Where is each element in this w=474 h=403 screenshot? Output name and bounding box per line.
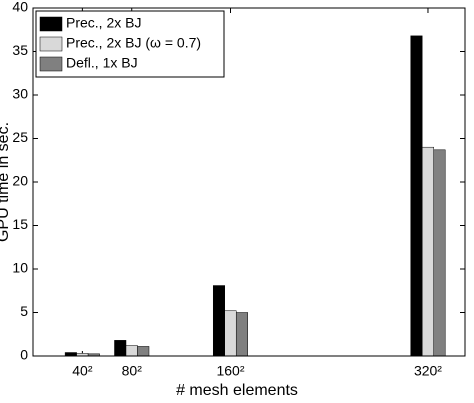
- bar: [224, 310, 237, 357]
- bar: [235, 312, 248, 357]
- y-tick-label: 25: [12, 129, 28, 145]
- y-tick-label: 20: [12, 173, 28, 189]
- bar: [212, 285, 225, 357]
- bar: [137, 346, 150, 357]
- x-tick-label: 160²: [216, 363, 244, 379]
- y-tick-label: 0: [20, 347, 28, 363]
- legend-label: Defl., 1x BJ: [66, 55, 138, 71]
- y-tick-label: 30: [12, 86, 28, 102]
- x-axis-label: # mesh elements: [176, 382, 298, 399]
- y-tick-label: 40: [12, 0, 28, 15]
- legend-label: Prec., 2x BJ (ω = 0.7): [66, 35, 201, 51]
- y-tick-label: 15: [12, 216, 28, 232]
- legend-box: [35, 10, 225, 78]
- legend-swatch: [39, 16, 63, 32]
- legend-label: Prec., 2x BJ: [66, 15, 141, 31]
- x-tick-label: 320²: [414, 363, 442, 379]
- bar: [410, 35, 423, 357]
- legend-swatch: [39, 56, 63, 72]
- bar: [64, 352, 77, 357]
- legend-swatch: [39, 36, 63, 52]
- bar: [433, 149, 446, 357]
- x-tick-label: 40²: [72, 363, 93, 379]
- y-axis-label: GPU time in sec.: [0, 122, 12, 242]
- y-tick-label: 10: [12, 260, 28, 276]
- y-tick-label: 5: [20, 303, 28, 319]
- bar: [114, 340, 127, 357]
- plot-frame: [32, 7, 466, 357]
- bar: [125, 345, 138, 357]
- x-tick-label: 80²: [122, 363, 143, 379]
- y-tick-label: 35: [12, 42, 28, 58]
- bar: [421, 146, 434, 357]
